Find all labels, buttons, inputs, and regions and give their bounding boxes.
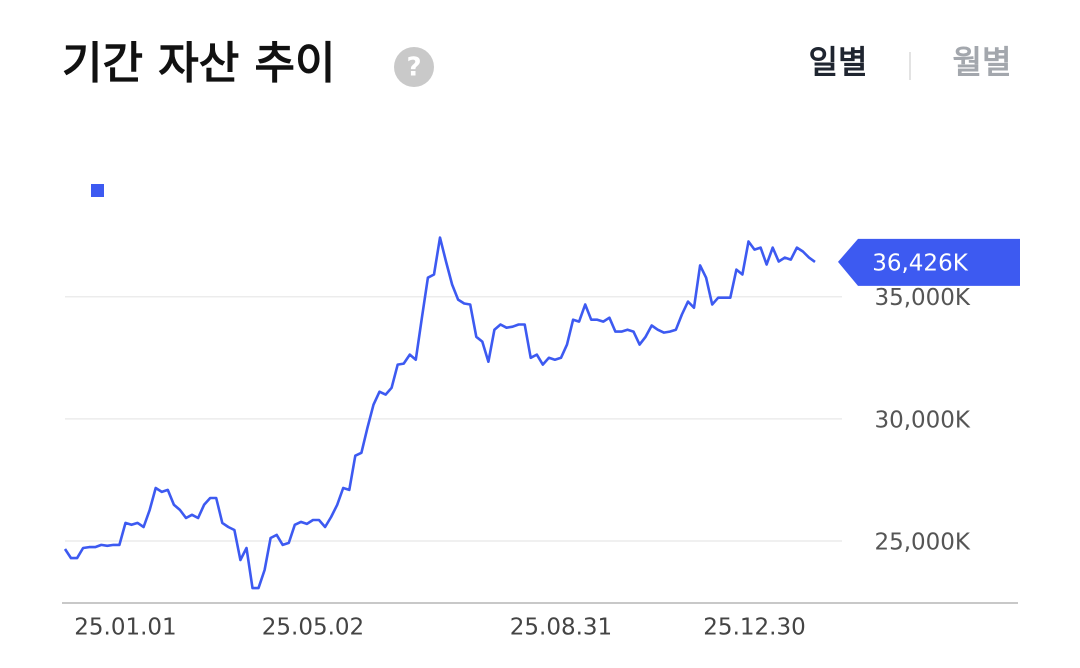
current-value-tag [838, 238, 1020, 286]
help-icon[interactable] [394, 47, 434, 87]
y-tick-label: 35,000K [874, 285, 970, 311]
x-tick-label: 25.01.01 [74, 615, 176, 641]
tab-daily[interactable]: 일별 [809, 43, 868, 81]
tab-monthly[interactable]: 월별 [953, 43, 1012, 81]
legend-swatch [91, 184, 104, 197]
current-value-label: 36,426K [872, 250, 968, 276]
x-tick-label: 25.05.02 [262, 615, 364, 641]
help-icon-text[interactable]: ? [406, 53, 421, 83]
y-tick-label: 30,000K [874, 407, 970, 433]
title: 기간 자산 추이 [62, 38, 336, 89]
series-line [63, 236, 816, 590]
y-tick-label: 25,000K [874, 529, 970, 555]
x-tick-label: 25.08.31 [510, 615, 612, 641]
x-tick-label: 25.12.30 [703, 615, 805, 641]
